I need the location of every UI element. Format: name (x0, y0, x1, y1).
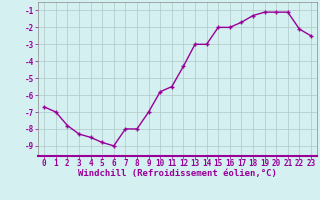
X-axis label: Windchill (Refroidissement éolien,°C): Windchill (Refroidissement éolien,°C) (78, 169, 277, 178)
